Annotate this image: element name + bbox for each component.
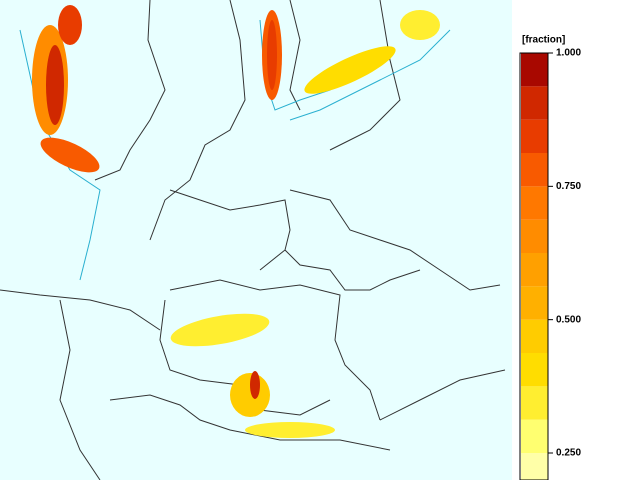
colorbar-tick-label: 0.500 xyxy=(556,314,581,325)
snow-patches xyxy=(32,5,440,438)
colorbar-tick-label: 0.750 xyxy=(556,181,581,192)
colorbar-frame xyxy=(519,52,549,480)
borders xyxy=(0,0,506,480)
colorbar-bin xyxy=(521,186,548,220)
colorbar-bin xyxy=(521,419,548,453)
colorbar-bin xyxy=(521,219,548,253)
colorbar-bin xyxy=(521,53,548,87)
colorbar-tick-label: 0.250 xyxy=(556,448,581,459)
colorbar-bin xyxy=(521,286,548,320)
colorbar-bin xyxy=(521,353,548,387)
colorbar-bin xyxy=(521,319,548,353)
colorbar-bin xyxy=(521,253,548,287)
colorbar-bin xyxy=(521,153,548,187)
colorbar-title: [fraction] xyxy=(522,35,565,46)
colorbar-bin xyxy=(521,386,548,420)
colorbar-bin xyxy=(521,119,548,153)
colorbar-bin xyxy=(521,86,548,120)
colorbar-bin xyxy=(521,453,548,480)
colorbar-tick-label: 1.000 xyxy=(556,48,581,59)
